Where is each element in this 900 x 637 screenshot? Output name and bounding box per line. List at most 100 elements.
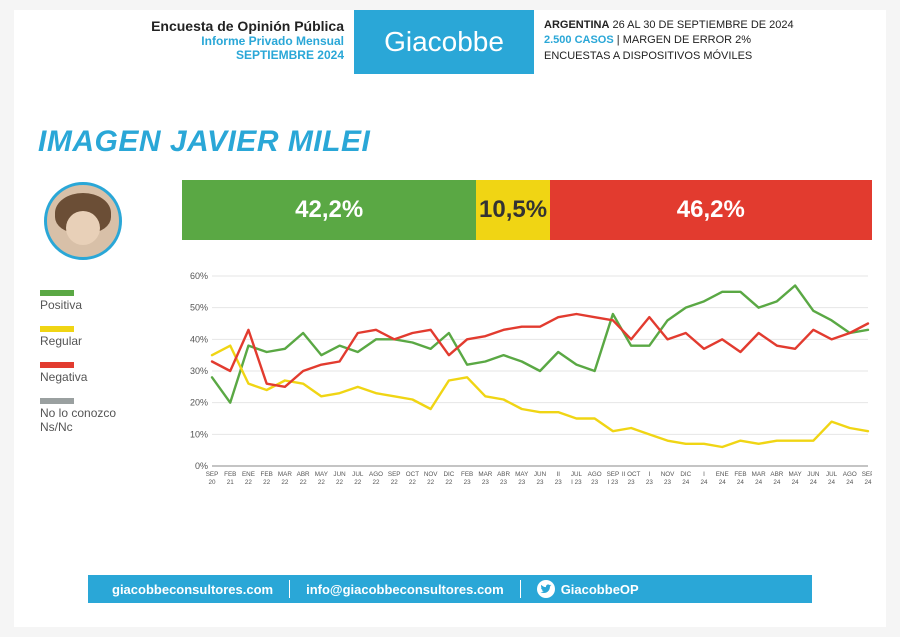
svg-text:SEP: SEP: [206, 471, 219, 478]
hdr-subtitle: Informe Privado Mensual: [114, 34, 344, 48]
svg-text:22: 22: [427, 479, 435, 486]
svg-text:22: 22: [409, 479, 417, 486]
svg-text:22: 22: [263, 479, 271, 486]
brand-logo: Giacobbe: [354, 10, 534, 74]
svg-text:SEP: SEP: [607, 471, 620, 478]
hdr-country-dates: ARGENTINA 26 AL 30 DE SEPTIEMBRE DE 2024: [544, 18, 794, 33]
svg-text:30%: 30%: [190, 366, 208, 376]
svg-text:NOV: NOV: [424, 471, 438, 478]
svg-text:22: 22: [281, 479, 289, 486]
svg-text:FEB: FEB: [734, 471, 746, 478]
svg-text:22: 22: [336, 479, 344, 486]
svg-text:40%: 40%: [190, 334, 208, 344]
header: Encuesta de Opinión Pública Informe Priv…: [14, 10, 886, 90]
svg-text:JUN: JUN: [534, 471, 547, 478]
footer-twitter: GiacobbeOP: [561, 582, 639, 597]
svg-text:MAY: MAY: [315, 471, 329, 478]
header-left: Encuesta de Opinión Pública Informe Priv…: [114, 18, 344, 62]
svg-text:MAR: MAR: [752, 471, 766, 478]
header-right: ARGENTINA 26 AL 30 DE SEPTIEMBRE DE 2024…: [544, 18, 794, 64]
svg-text:24: 24: [700, 479, 708, 486]
svg-text:24: 24: [792, 479, 800, 486]
svg-text:23: 23: [628, 479, 636, 486]
svg-text:24: 24: [828, 479, 836, 486]
legend-item: No lo conozco: [40, 398, 116, 420]
svg-text:23: 23: [591, 479, 599, 486]
hdr-month: SEPTIEMBRE 2024: [114, 48, 344, 62]
legend-label: Positiva: [40, 298, 116, 312]
legend-item: Regular: [40, 326, 116, 348]
hdr-method: ENCUESTAS A DISPOSITIVOS MÓVILES: [544, 49, 794, 64]
svg-text:23: 23: [464, 479, 472, 486]
svg-text:MAY: MAY: [789, 471, 803, 478]
legend-item: Positiva: [40, 290, 116, 312]
svg-text:I 23: I 23: [608, 479, 619, 486]
svg-text:JUN: JUN: [807, 471, 820, 478]
stacked-segment: 46,2%: [550, 180, 872, 240]
svg-text:22: 22: [445, 479, 453, 486]
legend-label: No lo conozco: [40, 406, 116, 420]
svg-text:II OCT: II OCT: [622, 471, 641, 478]
svg-text:50%: 50%: [190, 303, 208, 313]
svg-text:OCT: OCT: [406, 471, 419, 478]
stacked-segment: 10,5%: [476, 180, 549, 240]
svg-text:FEB: FEB: [461, 471, 473, 478]
svg-text:20: 20: [208, 479, 216, 486]
svg-text:II: II: [556, 471, 560, 478]
stacked-segment: 42,2%: [182, 180, 476, 240]
svg-text:22: 22: [372, 479, 380, 486]
svg-text:22: 22: [245, 479, 253, 486]
legend-label: Negativa: [40, 370, 116, 384]
svg-text:I: I: [648, 471, 650, 478]
svg-text:21: 21: [227, 479, 235, 486]
svg-text:ABR: ABR: [297, 471, 310, 478]
hdr-cases-margin: 2.500 CASOS | MARGEN DE ERROR 2%: [544, 33, 794, 48]
svg-text:22: 22: [300, 479, 308, 486]
svg-text:23: 23: [646, 479, 654, 486]
svg-text:JUN: JUN: [333, 471, 346, 478]
svg-text:ENE: ENE: [242, 471, 255, 478]
footer-email: info@giacobbeconsultores.com: [306, 582, 504, 597]
svg-text:DIC: DIC: [680, 471, 691, 478]
svg-text:24: 24: [682, 479, 690, 486]
page-title: IMAGEN JAVIER MILEI: [38, 125, 370, 159]
svg-text:NOV: NOV: [661, 471, 675, 478]
svg-text:24: 24: [737, 479, 745, 486]
brand-text: Giacobbe: [384, 26, 504, 58]
svg-text:24: 24: [864, 479, 872, 486]
svg-text:MAR: MAR: [478, 471, 492, 478]
legend-swatch: [40, 362, 74, 368]
svg-text:I 23: I 23: [571, 479, 582, 486]
svg-text:22: 22: [354, 479, 362, 486]
footer: giacobbeconsultores.com info@giacobbecon…: [88, 575, 812, 603]
legend-label: Regular: [40, 334, 116, 348]
legend-label: Ns/Nc: [40, 420, 116, 434]
svg-text:I: I: [703, 471, 705, 478]
svg-text:22: 22: [391, 479, 399, 486]
svg-text:SEP: SEP: [388, 471, 401, 478]
twitter-icon: [537, 580, 555, 598]
legend-item: Ns/Nc: [40, 420, 116, 434]
svg-text:23: 23: [518, 479, 526, 486]
svg-text:JUL: JUL: [352, 471, 364, 478]
svg-text:23: 23: [555, 479, 563, 486]
line-chart: 0%10%20%30%40%50%60%SEP20FEB21ENE22FEB22…: [182, 270, 872, 500]
svg-text:AGO: AGO: [369, 471, 383, 478]
stacked-bar: 42,2%10,5%46,2%: [182, 180, 872, 240]
legend: Positiva Regular Negativa No lo conozcoNs/N…: [40, 290, 116, 448]
svg-text:AGO: AGO: [843, 471, 857, 478]
svg-text:24: 24: [755, 479, 763, 486]
svg-text:24: 24: [810, 479, 818, 486]
svg-text:JUL: JUL: [571, 471, 583, 478]
svg-text:FEB: FEB: [261, 471, 273, 478]
svg-text:24: 24: [846, 479, 854, 486]
legend-swatch: [40, 398, 74, 404]
svg-text:MAY: MAY: [515, 471, 529, 478]
svg-text:FEB: FEB: [224, 471, 236, 478]
svg-text:23: 23: [482, 479, 490, 486]
svg-text:0%: 0%: [195, 461, 208, 471]
svg-text:20%: 20%: [190, 398, 208, 408]
svg-text:ABR: ABR: [497, 471, 510, 478]
svg-text:23: 23: [536, 479, 544, 486]
svg-text:60%: 60%: [190, 271, 208, 281]
